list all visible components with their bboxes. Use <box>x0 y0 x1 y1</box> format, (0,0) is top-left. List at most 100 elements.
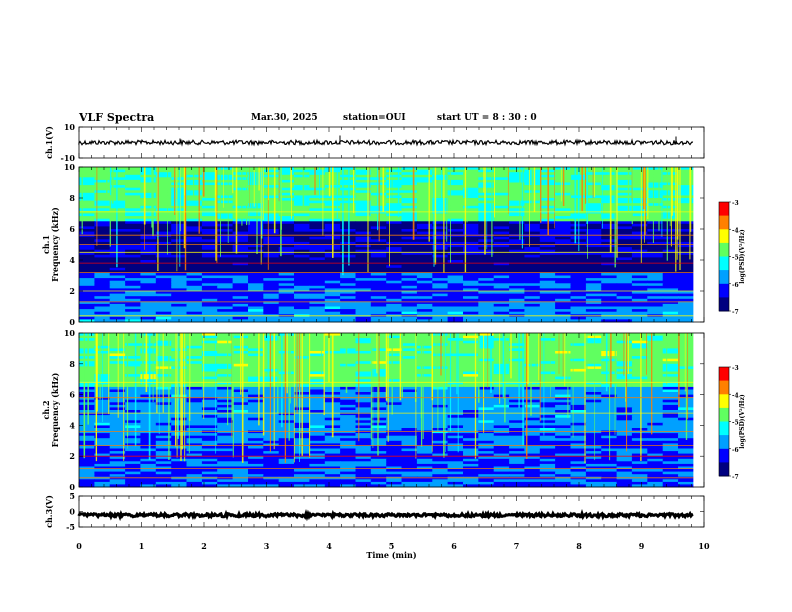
spectrogram-cell <box>109 363 126 367</box>
spectrogram-cell <box>662 338 679 342</box>
spectrogram-cell <box>140 338 157 342</box>
spectrogram-cell <box>447 221 464 225</box>
spectrogram-cell <box>678 182 694 186</box>
spectrogram-cell <box>94 241 111 245</box>
spectrogram-cell <box>616 474 633 478</box>
spectrogram-cell <box>662 402 679 406</box>
spectrogram-cell <box>324 291 341 294</box>
spectrogram-cell <box>585 402 602 406</box>
spectrogram-cell <box>79 389 95 393</box>
spectrogram-cell <box>509 386 526 390</box>
spectrogram-cell <box>309 278 326 282</box>
spectrogram-cell <box>232 463 249 467</box>
spectrogram-cell <box>79 428 95 431</box>
spectrogram-cell <box>355 379 372 383</box>
spectrogram-cell <box>140 283 157 287</box>
spectrogram-cell <box>140 440 157 444</box>
spectrogram-cell <box>201 262 218 266</box>
spectrogram-cell <box>140 200 157 204</box>
spectrogram-cell <box>463 309 479 313</box>
spectrogram-cell <box>355 208 372 212</box>
spectrogram-cell <box>386 179 403 183</box>
spectrogram-cell <box>493 433 510 437</box>
spectrogram-cell <box>493 469 510 472</box>
spectrogram-cell <box>155 363 172 367</box>
spectrogram-cell <box>294 481 310 485</box>
spectrogram-cell <box>171 288 188 292</box>
spectrogram-cell <box>109 306 126 310</box>
spectrogram-cell <box>355 481 372 485</box>
spectrogram-cell <box>570 389 587 393</box>
spectrogram-cell <box>463 254 479 258</box>
spectrogram-cell <box>217 443 234 447</box>
spectrogram-cell <box>94 265 111 269</box>
spectrogram-cell <box>140 443 157 447</box>
spectrogram-cell <box>155 278 172 282</box>
spectrogram-cell <box>278 187 295 191</box>
spectrogram-cell <box>647 353 664 357</box>
spectrogram-cell <box>447 353 464 357</box>
spectrogram-cell <box>447 448 464 452</box>
spectrogram-cell <box>432 361 449 365</box>
spectrogram-cell <box>140 371 157 375</box>
spectrogram-cell <box>155 433 172 437</box>
spectrogram-cell <box>447 283 464 287</box>
spectrogram-cell <box>432 249 449 253</box>
spectrogram-cell <box>463 484 479 488</box>
spectrogram-cell <box>401 376 418 380</box>
spectrogram-cell <box>631 239 648 243</box>
spectrogram-cell <box>263 293 280 297</box>
spectrogram-cell <box>263 198 280 201</box>
spectrogram-cell <box>432 213 449 217</box>
spectrogram-cell <box>416 445 433 449</box>
spectrogram-cell <box>294 278 310 282</box>
spectrogram-cell <box>278 239 295 243</box>
spectrogram-cell <box>509 265 526 269</box>
spectrogram-cell <box>340 278 357 282</box>
spectrogram-cell <box>631 340 648 344</box>
spectrogram-cell <box>386 481 403 485</box>
spectrogram-cell <box>263 182 280 186</box>
spectrogram-cell <box>463 179 479 183</box>
spectrogram-cell <box>278 283 295 287</box>
spectrogram-cell <box>355 340 372 344</box>
spectrogram-cell <box>217 425 234 429</box>
spectrogram-cell <box>248 241 264 245</box>
spectrogram-cell <box>539 386 556 390</box>
spectrogram-cell <box>248 376 264 380</box>
spectrogram-cell <box>493 476 510 480</box>
spectrogram-cell <box>140 402 157 406</box>
spectrogram-cell <box>524 257 541 261</box>
spectrogram-cell <box>109 229 126 232</box>
spectrogram-cell <box>493 415 510 419</box>
spectrogram-cell <box>463 260 479 263</box>
spectrogram-cell <box>186 335 203 339</box>
spectrogram-cell <box>463 195 479 199</box>
spectrogram-cell <box>79 392 95 395</box>
spectrogram-cell <box>94 169 111 173</box>
spectrogram-cell <box>324 445 341 449</box>
spectrogram-cell <box>601 231 618 235</box>
spectrogram-cell <box>355 288 372 292</box>
spectrogram-cell <box>555 208 572 212</box>
spectrogram-cell <box>447 291 464 294</box>
spectrogram-cell <box>524 241 541 245</box>
spectrogram-cell <box>401 428 418 431</box>
spectrogram-cell <box>109 254 126 258</box>
spectrogram-cell <box>155 453 172 457</box>
spectrogram-cell <box>416 397 433 401</box>
spectrogram-cell <box>278 458 295 462</box>
spectrogram-cell <box>171 311 188 315</box>
spectrogram-cell <box>478 422 495 426</box>
spectrogram-cell <box>478 361 495 365</box>
spectrogram-cell <box>155 208 172 212</box>
spectrogram-cell <box>125 453 142 457</box>
spectrogram-cell <box>248 309 264 313</box>
spectrogram-cell <box>355 435 372 439</box>
spectrogram-cell <box>248 205 264 209</box>
spectrogram-cell <box>278 252 295 256</box>
spectrogram-cell <box>79 376 95 380</box>
spectrogram-cell <box>678 205 694 209</box>
spectrogram-cell <box>570 410 587 413</box>
spectrogram-cell <box>263 270 280 274</box>
